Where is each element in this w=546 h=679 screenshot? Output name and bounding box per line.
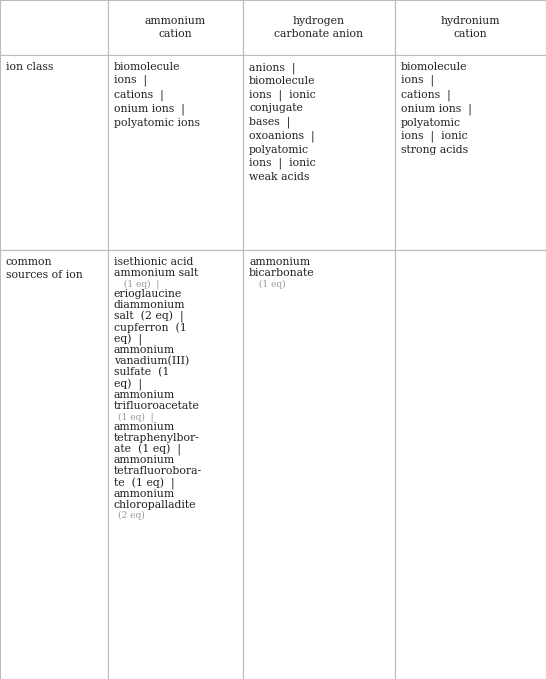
Text: salt  (2 eq)  |: salt (2 eq) | bbox=[114, 311, 183, 323]
Bar bbox=[108, 250, 243, 679]
Text: te  (1 eq)  |: te (1 eq) | bbox=[114, 477, 175, 490]
Text: chloropalladite: chloropalladite bbox=[114, 500, 197, 510]
Text: diammonium: diammonium bbox=[114, 300, 186, 310]
Text: bicarbonate: bicarbonate bbox=[249, 268, 314, 278]
Text: hydrogen
carbonate anion: hydrogen carbonate anion bbox=[275, 16, 364, 39]
Bar bbox=[243, 0, 395, 55]
Text: (2 eq): (2 eq) bbox=[118, 511, 145, 520]
Bar bbox=[395, 0, 546, 55]
Bar bbox=[108, 55, 243, 250]
Text: common
sources of ion: common sources of ion bbox=[6, 257, 83, 280]
Text: ammonium: ammonium bbox=[114, 422, 175, 432]
Text: ammonium: ammonium bbox=[249, 257, 310, 267]
Text: ammonium salt: ammonium salt bbox=[114, 268, 198, 278]
Text: isethionic acid: isethionic acid bbox=[114, 257, 193, 267]
Text: ammonium: ammonium bbox=[114, 489, 175, 499]
Text: erioglaucine: erioglaucine bbox=[114, 289, 182, 299]
Bar bbox=[0, 0, 108, 55]
Text: eq)  |: eq) | bbox=[114, 378, 142, 390]
Text: (1 eq)  |: (1 eq) | bbox=[118, 412, 153, 422]
Text: eq)  |: eq) | bbox=[114, 333, 142, 346]
Text: hydronium
cation: hydronium cation bbox=[441, 16, 500, 39]
Text: biomolecule
ions  |
cations  |
onium ions  |
polyatomic ions: biomolecule ions | cations | onium ions … bbox=[114, 62, 200, 128]
Bar bbox=[395, 250, 546, 679]
Text: ammonium: ammonium bbox=[114, 390, 175, 400]
Bar bbox=[0, 250, 108, 679]
Bar bbox=[0, 55, 108, 250]
Text: ammonium: ammonium bbox=[114, 345, 175, 355]
Bar bbox=[395, 55, 546, 250]
Bar bbox=[243, 250, 395, 679]
Text: ion class: ion class bbox=[6, 62, 54, 72]
Text: biomolecule
ions  |
cations  |
onium ions  |
polyatomic
ions  |  ionic
strong ac: biomolecule ions | cations | onium ions … bbox=[401, 62, 472, 155]
Text: ate  (1 eq)  |: ate (1 eq) | bbox=[114, 444, 181, 456]
Text: sulfate  (1: sulfate (1 bbox=[114, 367, 169, 378]
Bar bbox=[243, 55, 395, 250]
Text: ammonium
cation: ammonium cation bbox=[145, 16, 206, 39]
Text: cupferron  (1: cupferron (1 bbox=[114, 323, 187, 333]
Text: anions  |
biomolecule
ions  |  ionic
conjugate
bases  |
oxoanions  |
polyatomic
: anions | biomolecule ions | ionic conjug… bbox=[249, 62, 316, 182]
Text: tetrafluorobora-: tetrafluorobora- bbox=[114, 466, 202, 477]
Text: ammonium: ammonium bbox=[114, 455, 175, 465]
Text: (1 eq)  |: (1 eq) | bbox=[118, 279, 159, 289]
Text: trifluoroacetate: trifluoroacetate bbox=[114, 401, 200, 411]
Text: tetraphenylbor-: tetraphenylbor- bbox=[114, 433, 200, 443]
Text: (1 eq): (1 eq) bbox=[253, 279, 286, 289]
Bar bbox=[108, 0, 243, 55]
Text: vanadium(III): vanadium(III) bbox=[114, 356, 189, 367]
